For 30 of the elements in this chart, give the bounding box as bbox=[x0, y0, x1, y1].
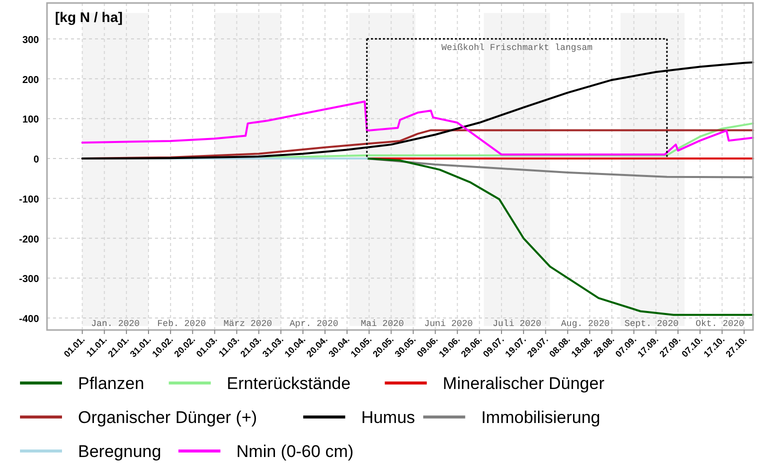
y-tick-label: -300 bbox=[18, 274, 40, 286]
x2-tick-label: Sept. 2020 bbox=[624, 319, 679, 329]
legend-label: Humus bbox=[361, 408, 416, 427]
legend-label: Pflanzen bbox=[78, 374, 144, 393]
annotation: Weißkohl Frischmarkt langsam bbox=[441, 42, 593, 53]
x2-tick-label: März 2020 bbox=[223, 319, 272, 329]
y-tick-label: -100 bbox=[18, 194, 40, 206]
y-axis-title: [kg N / ha] bbox=[55, 9, 123, 25]
legend-label: Organischer Dünger (+) bbox=[78, 408, 258, 427]
x2-tick-label: Mai 2020 bbox=[360, 319, 404, 329]
line-series bbox=[81, 100, 754, 156]
x2-tick-label: Aug. 2020 bbox=[561, 319, 610, 329]
line-series bbox=[366, 158, 754, 316]
x2-tick-label: Okt. 2020 bbox=[696, 319, 744, 329]
legend-label: Mineralischer Dünger bbox=[442, 374, 605, 393]
legend-label: Ernterückstände bbox=[226, 374, 351, 393]
y-tick-label: 300 bbox=[22, 34, 40, 46]
y-tick-label: 0 bbox=[33, 154, 40, 166]
y-tick-label: 100 bbox=[22, 114, 40, 126]
y-tick-label: -400 bbox=[18, 314, 40, 326]
legend-label: Nmin (0-60 cm) bbox=[236, 442, 354, 461]
y-tick-label: 200 bbox=[22, 74, 40, 86]
legend-label: Beregnung bbox=[78, 442, 162, 461]
y-tick-label: -200 bbox=[18, 234, 40, 246]
x2-tick-label: Jan. 2020 bbox=[91, 319, 140, 329]
x2-tick-label: Juni 2020 bbox=[424, 319, 473, 329]
x2-tick-label: Feb. 2020 bbox=[157, 319, 206, 329]
x2-tick-label: Juli 2020 bbox=[492, 319, 542, 329]
x2-tick-label: Apr. 2020 bbox=[290, 319, 338, 329]
legend-label: Immobilisierung bbox=[481, 408, 600, 427]
